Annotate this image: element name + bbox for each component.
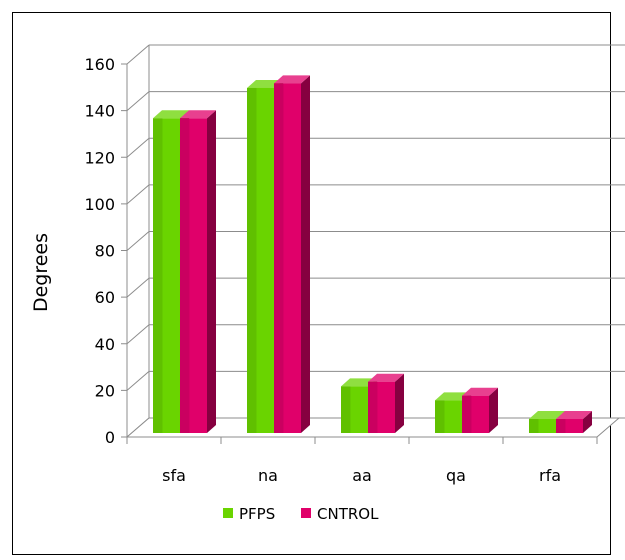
bar-shading (462, 395, 472, 433)
bar-cntrol-na (274, 75, 310, 433)
gridline-depth (126, 370, 150, 391)
legend-item-cntrol: CNTROL (301, 505, 379, 523)
legend-label: CNTROL (317, 505, 379, 523)
y-axis-title: Degrees (30, 233, 52, 312)
legend: PFPS CNTROL (223, 505, 379, 523)
bar-side (395, 373, 404, 433)
bar-top (274, 75, 310, 84)
y-tick-label: 140 (84, 102, 115, 121)
y-tick-label: 100 (84, 195, 115, 214)
bar-shading (529, 419, 539, 433)
bar-shading (153, 118, 163, 433)
bars (153, 75, 592, 433)
bar-side (301, 75, 310, 433)
gridline-depth (126, 44, 150, 65)
bar-shading (556, 419, 566, 433)
bar-cntrol-sfa (180, 110, 216, 433)
gridline-depth (126, 91, 150, 112)
bar-cntrol-rfa (556, 411, 592, 433)
bar-shading (247, 87, 257, 433)
gridline-depth (126, 137, 150, 158)
bar-shading (180, 118, 190, 433)
bar-cntrol-aa (368, 373, 404, 433)
legend-swatch (223, 508, 233, 518)
bar-shading (435, 400, 445, 433)
x-tick-label: rfa (539, 466, 561, 485)
bar-shading (341, 386, 351, 433)
bar-top (180, 110, 216, 119)
bar-shading (368, 381, 378, 433)
y-tick-label: 0 (105, 428, 115, 447)
bar-top (529, 411, 565, 420)
legend-label: PFPS (239, 505, 275, 523)
bar-top (556, 411, 592, 420)
bar-top (462, 387, 498, 396)
legend-item-pfps: PFPS (223, 505, 275, 523)
y-tick-label: 20 (95, 381, 115, 400)
gridline-depth (126, 184, 150, 205)
bar-top (368, 373, 404, 382)
bar-side (583, 411, 592, 433)
gridline-depth (126, 324, 150, 345)
legend-swatch (301, 508, 311, 518)
y-tick-label: 120 (84, 148, 115, 167)
x-tick-label: qa (446, 466, 466, 485)
gridline-depth (126, 231, 150, 251)
y-tick-label: 40 (95, 335, 115, 354)
bar-cntrol-qa (462, 387, 498, 433)
gridline-depth (126, 277, 150, 298)
x-tick-label: aa (352, 466, 372, 485)
x-tick-label: na (258, 466, 278, 485)
bar-top (153, 110, 189, 119)
y-tick-label: 80 (95, 242, 115, 261)
bar-side (489, 387, 498, 433)
y-tick-label: 160 (84, 55, 115, 74)
bar-shading (274, 83, 284, 433)
y-tick-label: 60 (95, 288, 115, 307)
chart-frame (12, 12, 611, 555)
axes (121, 45, 598, 444)
bar-side (207, 110, 216, 433)
tick-labels: 0 20 40 60 80 100 120 140 160 sfa na aa qa rfa (84, 55, 561, 485)
x-tick-label: sfa (162, 466, 186, 485)
